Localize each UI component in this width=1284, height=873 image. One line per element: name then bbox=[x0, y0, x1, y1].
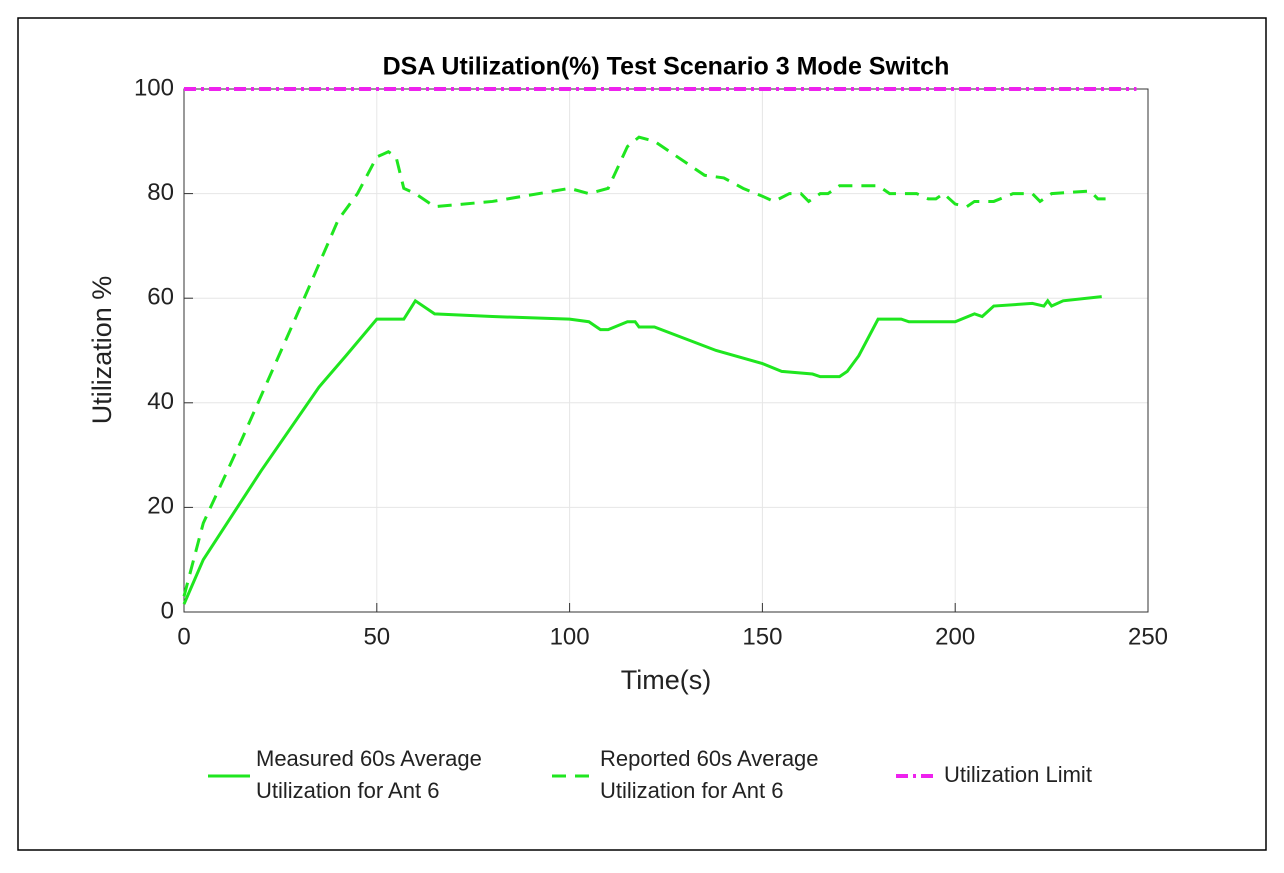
y-tick-label: 100 bbox=[134, 74, 174, 101]
plot-area bbox=[184, 89, 1148, 612]
x-tick-label: 0 bbox=[177, 623, 190, 650]
x-tick-label: 50 bbox=[363, 623, 390, 650]
chart-title: DSA Utilization(%) Test Scenario 3 Mode … bbox=[383, 53, 950, 81]
legend-label: Reported 60s Average Utilization for Ant … bbox=[600, 746, 819, 803]
x-tick-label: 150 bbox=[742, 623, 782, 650]
legend-label: Utilization Limit bbox=[944, 762, 1092, 787]
series-line bbox=[182, 295, 1102, 605]
y-axis-label: Utilization % bbox=[87, 276, 117, 425]
y-tick-label: 20 bbox=[147, 493, 174, 520]
y-tick-label: 40 bbox=[147, 388, 174, 415]
y-tick-label: 80 bbox=[147, 179, 174, 206]
frame bbox=[17, 17, 1267, 851]
x-tick-label: 200 bbox=[935, 623, 975, 650]
y-tick-label: 0 bbox=[161, 597, 174, 624]
x-tick-label: 250 bbox=[1128, 623, 1168, 650]
x-axis-label: Time(s) bbox=[621, 665, 711, 695]
x-tick-label: 100 bbox=[550, 623, 590, 650]
y-tick-label: 60 bbox=[147, 284, 174, 311]
legend-label: Measured 60s Average Utilization for Ant … bbox=[256, 746, 482, 803]
